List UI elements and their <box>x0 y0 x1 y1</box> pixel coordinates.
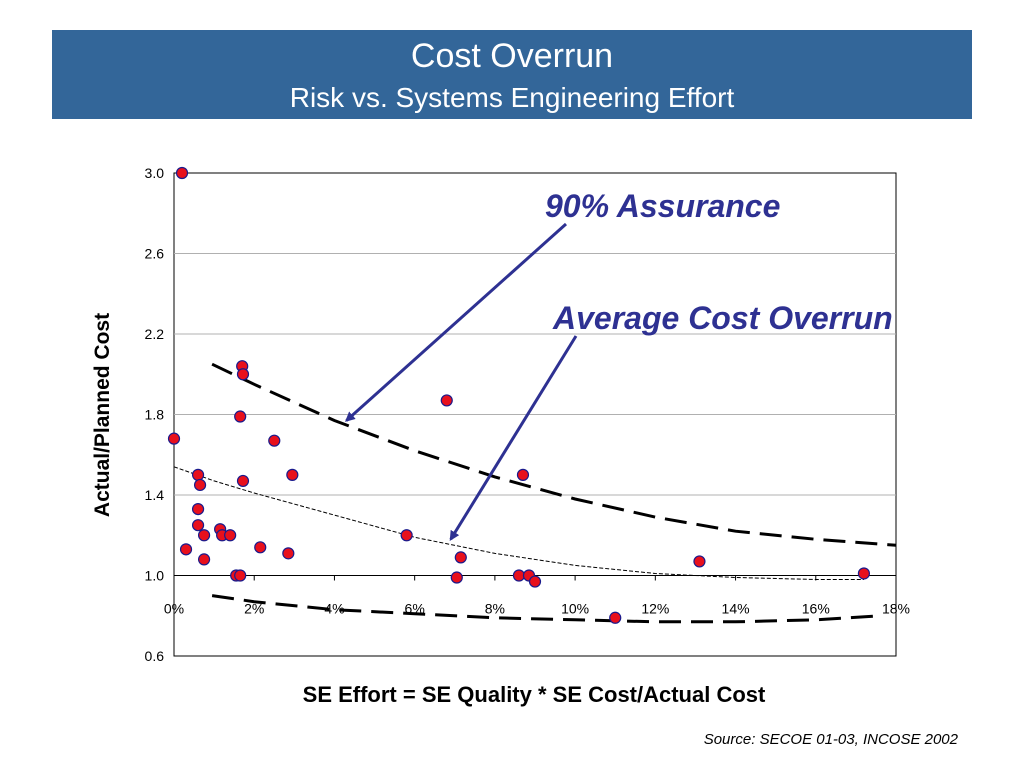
data-point <box>193 478 207 492</box>
data-point <box>197 529 211 542</box>
annotation-arrow <box>449 335 578 541</box>
x-tick-label: 12% <box>641 601 669 617</box>
source-note: Source: SECOE 01-03, INCOSE 2002 <box>703 731 958 748</box>
data-point <box>236 474 250 488</box>
data-point <box>179 543 193 556</box>
y-tick-label: 1.8 <box>145 407 165 423</box>
y-axis-label: Actual/Planned Cost <box>91 312 114 518</box>
y-tick-label: 1.4 <box>145 487 165 503</box>
y-tick-label: 2.2 <box>145 326 165 342</box>
annotation-average-cost-overrun: Average Cost Overrun <box>553 300 893 336</box>
x-axis-label: SE Effort = SE Quality * SE Cost/Actual … <box>302 682 766 707</box>
x-tick-label: 10% <box>561 601 589 617</box>
data-point <box>167 432 181 445</box>
data-point <box>254 541 267 554</box>
data-point <box>286 468 299 481</box>
data-point <box>268 434 281 447</box>
x-tick-label: 14% <box>722 601 750 617</box>
y-tick-label: 1.0 <box>145 568 165 584</box>
data-point <box>516 468 530 481</box>
data-point <box>512 569 526 582</box>
data-point <box>609 611 622 624</box>
data-point <box>454 551 467 564</box>
data-point <box>528 575 542 588</box>
y-tick-label: 3.0 <box>145 165 165 181</box>
curve-lower-bound <box>211 594 881 624</box>
x-tick-label: 4% <box>324 601 344 617</box>
data-point <box>197 553 211 566</box>
x-tick-label: 8% <box>485 601 505 617</box>
data-point <box>175 166 189 180</box>
y-tick-label: 2.6 <box>145 246 165 262</box>
x-tick-label: 2% <box>244 601 264 617</box>
data-point <box>440 394 453 407</box>
data-point <box>224 529 237 542</box>
x-tick-label: 16% <box>802 601 830 617</box>
x-tick-label: 18% <box>882 601 910 617</box>
title-bar: Cost Overrun Risk vs. Systems Engineerin… <box>52 30 972 119</box>
data-point <box>234 410 247 423</box>
data-point <box>282 547 295 560</box>
data-point <box>450 571 463 584</box>
data-point <box>191 468 205 481</box>
slide-title: Cost Overrun <box>410 37 614 75</box>
annotation-arrow <box>344 222 568 422</box>
slide-subtitle: Risk vs. Systems Engineering Effort <box>289 82 735 113</box>
annotation-90-assurance: 90% Assurance <box>545 188 781 224</box>
data-point <box>693 555 706 568</box>
data-point <box>400 529 413 542</box>
data-point <box>191 519 205 532</box>
data-point <box>234 569 247 582</box>
y-tick-label: 0.6 <box>145 648 165 664</box>
x-tick-label: 0% <box>164 601 184 617</box>
data-point <box>191 502 205 516</box>
data-point <box>857 567 871 580</box>
data-point <box>236 368 250 381</box>
curve-90-assurance <box>211 362 897 547</box>
curve-average-cost-overrun <box>173 466 864 580</box>
